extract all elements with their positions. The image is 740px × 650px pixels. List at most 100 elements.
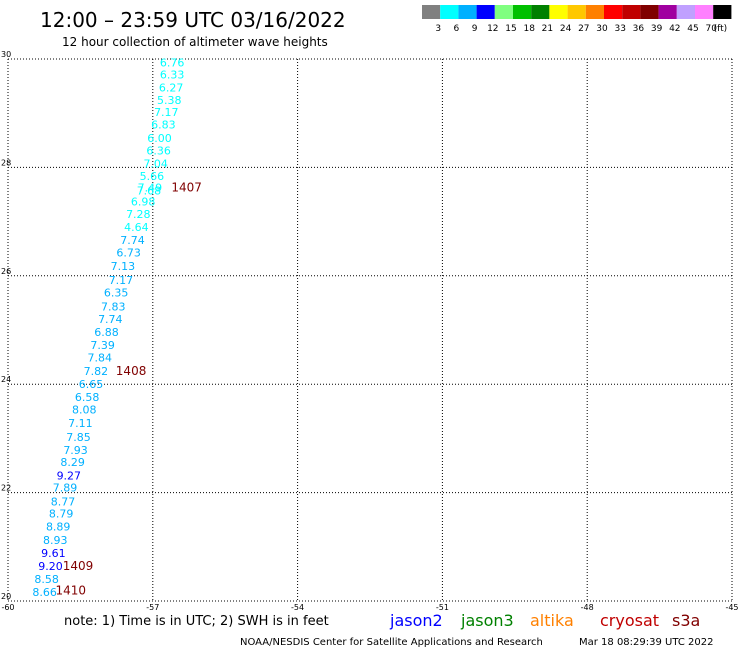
color-swatch <box>695 5 714 19</box>
color-swatch <box>585 5 604 19</box>
wave-height-value: 8.29 <box>60 456 85 469</box>
color-scale-label: 36 <box>633 24 645 34</box>
wave-height-value: 7.89 <box>53 482 78 495</box>
wave-height-value: 7.49 <box>138 181 163 194</box>
color-scale-label: 15 <box>505 24 516 34</box>
time-label: 1409 <box>63 559 94 573</box>
x-tick-label: -54 <box>291 603 304 612</box>
wave-height-value: 7.17 <box>109 274 134 287</box>
wave-height-value: 9.20 <box>38 560 63 573</box>
wave-height-value: 8.58 <box>34 573 59 586</box>
wave-height-value: 6.33 <box>160 69 185 82</box>
y-tick-label: 20 <box>1 592 11 601</box>
chart-title: 12:00 – 23:59 UTC 03/16/2022 <box>40 8 346 32</box>
y-tick-label: 30 <box>1 50 11 59</box>
wave-height-value: 6.27 <box>159 82 184 95</box>
wave-height-value: 7.39 <box>90 339 115 352</box>
wave-height-value: 7.93 <box>63 444 88 457</box>
color-scale-label: 27 <box>578 24 589 34</box>
footnote: note: 1) Time is in UTC; 2) SWH is in fe… <box>64 614 329 629</box>
time-label: 1410 <box>55 584 86 598</box>
data-points: 6.766.336.275.387.176.836.006.367.045.66… <box>32 56 184 599</box>
wave-height-value: 7.74 <box>98 313 123 326</box>
wave-height-value: 7.85 <box>66 431 91 444</box>
wave-height-value: 8.66 <box>32 586 57 599</box>
wave-height-value: 7.68 <box>137 185 162 198</box>
wave-height-value: 6.35 <box>104 287 129 300</box>
color-swatch <box>676 5 695 19</box>
color-swatch <box>476 5 495 19</box>
color-swatch <box>440 5 459 19</box>
wave-height-value: 8.08 <box>72 404 97 417</box>
wave-height-value: 9.61 <box>41 547 66 560</box>
wave-height-value: 5.38 <box>157 94 182 107</box>
wave-height-value: 6.58 <box>75 391 100 404</box>
wave-height-value: 7.28 <box>126 208 151 221</box>
y-tick-label: 26 <box>1 267 11 276</box>
color-swatch <box>549 5 568 19</box>
wave-height-value: 7.83 <box>101 301 126 314</box>
color-swatch <box>640 5 659 19</box>
color-scale: 3 6 9 12 15 18 21 24 27 30 33 36 39 42 45 70(ft) <box>422 5 732 34</box>
color-swatch <box>458 5 477 19</box>
wave-height-value: 8.93 <box>43 534 68 547</box>
wave-height-value: 6.76 <box>160 56 185 69</box>
satellite-legend: jason2 jason3 altika cryosat s3a <box>389 611 700 630</box>
generated-timestamp: Mar 18 08:29:39 UTC 2022 <box>579 637 714 648</box>
x-axis-ticks: -60 -57 -54 -51 -48 -45 <box>1 603 738 612</box>
credit-line: NOAA/NESDIS Center for Satellite Applica… <box>240 637 543 648</box>
color-swatch <box>604 5 623 19</box>
color-scale-label: 21 <box>542 24 553 34</box>
wave-height-value: 6.83 <box>151 119 176 132</box>
color-swatch <box>622 5 641 19</box>
satellite-name: jason3 <box>460 611 514 630</box>
wave-height-value: 6.65 <box>79 378 104 391</box>
time-labels: 1407 1408 1409 1410 <box>55 180 201 597</box>
wave-height-value: 7.04 <box>143 158 168 171</box>
color-swatch <box>494 5 513 19</box>
color-scale-label: (ft) <box>714 24 728 34</box>
time-label: 1408 <box>116 364 147 378</box>
satellite-name: altika <box>530 611 574 630</box>
color-scale-label: 9 <box>472 24 478 34</box>
wave-height-value: 7.11 <box>68 417 93 430</box>
y-tick-label: 22 <box>1 484 11 493</box>
wave-height-value: 7.82 <box>84 365 109 378</box>
y-tick-label: 24 <box>1 375 11 384</box>
wave-height-value: 8.89 <box>46 521 71 534</box>
color-scale-label: 70 <box>705 24 717 34</box>
satellite-name: cryosat <box>600 611 659 630</box>
x-tick-label: -48 <box>581 603 594 612</box>
x-tick-label: -60 <box>1 603 14 612</box>
wave-height-value: 8.77 <box>51 495 76 508</box>
color-scale-label: 24 <box>560 24 572 34</box>
color-scale-label: 6 <box>454 24 460 34</box>
color-scale-label: 33 <box>614 24 625 34</box>
wave-height-value: 7.84 <box>87 352 112 365</box>
x-tick-label: -51 <box>436 603 449 612</box>
satellite-name: jason2 <box>389 611 443 630</box>
wave-height-value: 6.88 <box>94 326 119 339</box>
y-tick-label: 28 <box>1 158 11 167</box>
wave-height-value: 9.27 <box>57 469 82 482</box>
wave-height-value: 8.79 <box>49 508 74 521</box>
chart-subtitle: 12 hour collection of altimeter wave hei… <box>62 35 328 49</box>
wave-height-value: 4.64 <box>124 221 149 234</box>
color-swatch <box>513 5 532 19</box>
wave-height-value: 7.74 <box>120 234 145 247</box>
wave-height-value: 7.17 <box>154 106 179 119</box>
color-scale-label: 18 <box>523 24 535 34</box>
satellite-name: s3a <box>672 611 700 630</box>
wave-height-value: 6.73 <box>116 246 141 259</box>
plot-grid <box>7 58 733 602</box>
color-swatch <box>422 5 441 19</box>
color-swatch <box>713 5 732 19</box>
color-swatch <box>567 5 586 19</box>
wave-height-value: 6.36 <box>146 145 171 158</box>
color-scale-label: 45 <box>687 24 698 34</box>
wave-height-value: 6.00 <box>147 132 172 145</box>
wave-height-value: 6.98 <box>131 196 156 209</box>
x-tick-label: -45 <box>725 603 738 612</box>
y-axis-ticks: 20 22 24 26 28 30 <box>1 50 11 601</box>
